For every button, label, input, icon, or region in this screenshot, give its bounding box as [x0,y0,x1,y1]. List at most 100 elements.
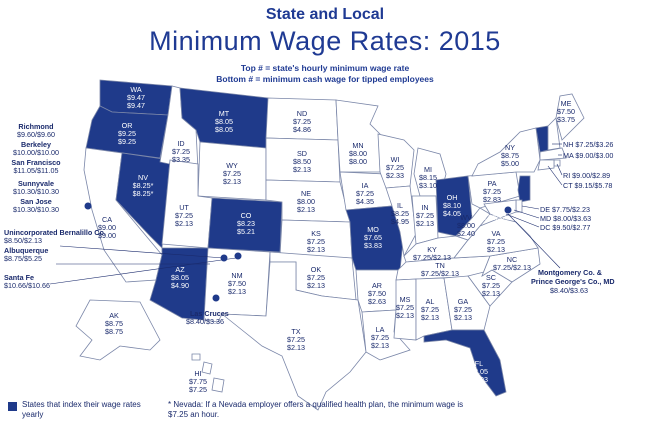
state-wage-top-UT: $7.25 [175,211,193,220]
state-abbr-VA: VA [491,229,500,238]
state-wage-bottom-ME: $3.75 [557,115,575,124]
state-wage-bottom-GA: $2.13 [454,313,472,322]
locality-sanjose-name: San Jose [20,197,52,206]
locality-montgomery-name2: Prince George's Co., MD [531,277,615,286]
state-wage-bottom-LA: $2.13 [371,341,389,350]
locality-bernalillo-value: $8.50/$2.13 [4,236,42,245]
state-wage-bottom-MI: $3.10 [419,181,437,190]
state-wage-bottom-IN: $2.13 [416,219,434,228]
state-wage-NC: $7.25/$2.13 [493,263,531,272]
state-abbr-PA: PA [487,179,496,188]
state-abbr-IL: IL [397,201,403,210]
state-wage-top-FL: $8.05 [470,367,488,376]
state-wage-bottom-VT: $4.58 [516,119,534,128]
state-wage-top-CO: $8.23 [237,219,255,228]
state-abbr-AK: AK [109,311,119,320]
page-title: Minimum Wage Rates: 2015 [149,26,501,56]
state-wage-bottom-WV: $2.40 [457,229,475,238]
label-DE: DE $7.75/$2.23 [540,205,590,214]
state-wage-top-GA: $7.25 [454,305,472,314]
state-abbr-NE: NE [301,189,311,198]
state-wage-top-WA: $9.47 [127,93,145,102]
state-wage-bottom-MS: $2.13 [396,311,414,320]
locality-sanfrancisco-name: San Francisco [11,158,61,167]
state-TX [220,261,367,411]
state-abbr-UT: UT [179,203,189,212]
state-wage-top-SC: $7.25 [482,281,500,290]
state-wage-top-KS: $7.25 [307,237,325,246]
state-wage-top-MI: $8.15 [419,173,437,182]
state-wage-top-OK: $7.25 [307,273,325,282]
leader-DE [521,205,540,210]
state-FL [423,329,507,397]
label-MA: MA $9.00/$3.00 [563,151,613,160]
state-wage-bottom-WY: $2.13 [223,177,241,186]
state-wage-KY: $7.25/$2.13 [413,253,451,262]
state-abbr-AR: AR [372,281,382,290]
state-CT [537,159,555,171]
leader-santafe [49,257,237,285]
locality-bernalillo-name: Unincorporated Bernalillo Co. [4,228,106,237]
state-wage-top-LA: $7.25 [371,333,389,342]
state-abbr-OR: OR [122,121,133,130]
state-wage-bottom-AK: $8.75 [105,327,123,336]
locality-albuquerque-name: Albuquerque [4,246,48,255]
state-abbr-WA: WA [130,85,142,94]
state-abbr-MI: MI [424,165,432,174]
state-wage-bottom-IL: $4.95 [391,217,409,226]
state-abbr-MN: MN [352,141,363,150]
state-wage-top-CA: $9.00 [98,223,116,232]
footnote: * Nevada: If a Nevada employer offers a … [168,400,464,419]
state-abbr-GA: GA [458,297,469,306]
locality-santafe-value: $10.66/$10.66 [4,281,50,290]
legend-text: States that index their wage rates yearl… [22,400,141,419]
state-abbr-CA: CA [102,215,112,224]
state-abbr-SC: SC [486,273,496,282]
state-wage-top-MS: $7.25 [396,303,414,312]
state-abbr-OK: OK [311,265,322,274]
state-wage-top-ME: $7.50 [557,107,575,116]
state-abbr-CO: CO [241,211,252,220]
locality-montgomery-value: $8.40/$3.63 [550,286,588,295]
state-wage-top-AL: $7.25 [421,305,439,314]
state-wage-top-MO: $7.65 [364,233,382,242]
state-AK [75,299,161,361]
locality-lascruces-name: Las Cruces [190,309,229,318]
state-wage-top-NY: $8.75 [501,151,519,160]
locality-berkeley-value: $10.00/$10.00 [13,148,59,157]
state-wage-top-IN: $7.25 [416,211,434,220]
state-abbr-MS: MS [400,295,411,304]
state-abbr-AL: AL [426,297,435,306]
state-abbr-WI: WI [391,155,400,164]
state-wage-bottom-TX: $2.13 [287,343,305,352]
state-ME [555,93,585,141]
state-abbr-MT: MT [219,109,230,118]
nm-localities: Unincorporated Bernalillo Co. $8.50/$2.1… [4,228,242,326]
state-HI [191,353,225,393]
state-abbr-ND: ND [297,109,307,118]
state-wage-bottom-UT: $2.13 [175,219,193,228]
state-wage-bottom-CO: $5.21 [237,227,255,236]
state-abbr-NM: NM [231,271,242,280]
locality-berkeley-name: Berkeley [21,140,51,149]
subtitle-bottom-number: Bottom # = minimum cash wage for tipped … [216,74,434,84]
state-VA [453,217,539,259]
states-layer [75,79,585,411]
state-wage-bottom-OR: $9.25 [118,137,136,146]
state-abbr-VT: VT [520,103,530,112]
state-wage-top-WV: $8.00 [457,221,475,230]
locality-sanfrancisco-value: $11.05/$11.05 [14,166,59,175]
state-wage-top-OR: $9.25 [118,129,136,138]
state-wage-top-VT: $9.15 [516,111,534,120]
subtitle-top-number: Top # = state's hourly minimum wage rate [240,63,410,73]
legend-swatch [8,402,17,411]
locality-sunnyvale-name: Sunnyvale [18,179,54,188]
label-CT: CT $9.15/$5.78 [563,181,612,190]
state-wage-bottom-WA: $9.47 [127,101,145,110]
locality-sunnyvale-value: $10.30/$10.30 [13,187,59,196]
leader-RI [556,163,563,176]
state-wage-bottom-VA: $2.13 [487,245,505,254]
locality-lascruces-value: $8.40/$3.36 [186,317,224,326]
state-wage-top-AZ: $8.05 [171,273,189,282]
state-abbr-ME: ME [561,99,572,108]
